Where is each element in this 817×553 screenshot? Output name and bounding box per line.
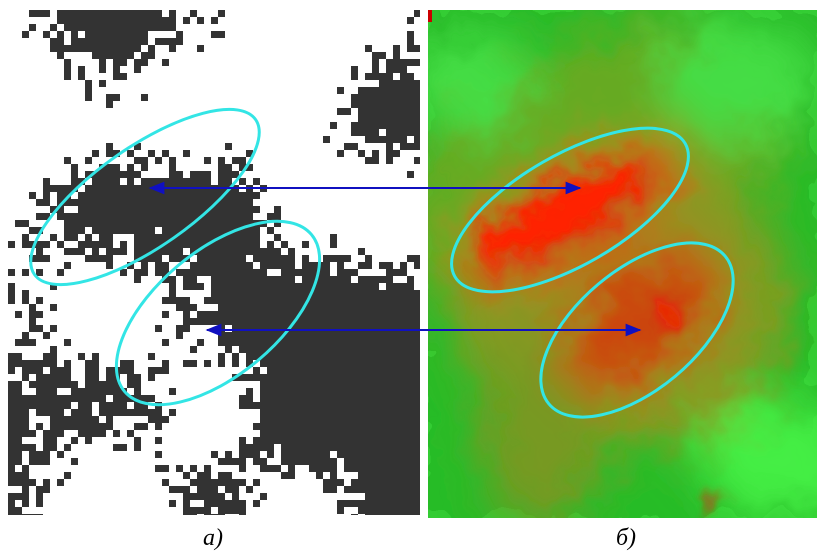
figure: а) б) [0,0,817,553]
panel-label: а) [203,525,223,551]
binary-map [8,10,421,521]
panel-label: б) [616,525,636,551]
